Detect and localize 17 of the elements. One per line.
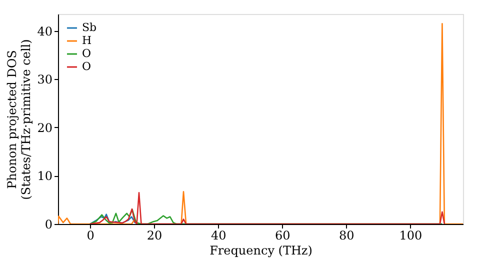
x-tick-label: 80 [339,228,354,242]
y-tick-label: 20 [37,120,52,135]
legend-label: O [82,60,92,73]
x-tick-label: 60 [274,228,290,242]
legend-label: O [82,47,92,60]
y-tick-label: 0 [44,218,52,232]
x-tick-label: 0 [86,228,94,242]
legend-label: Sb [82,21,97,34]
x-tick-label: 40 [210,228,226,242]
x-axis-title: Frequency (THz) [210,244,312,258]
y-tick-label: 40 [37,24,52,38]
x-tick-label: 100 [399,228,422,242]
x-tick-label: 20 [146,228,162,242]
y-tick-label: 30 [37,72,52,87]
legend-label: H [82,34,92,47]
y-axis-title: Phonon projected DOS (States/THz·primitive cell) [5,39,34,200]
y-tick-label: 10 [37,169,52,184]
